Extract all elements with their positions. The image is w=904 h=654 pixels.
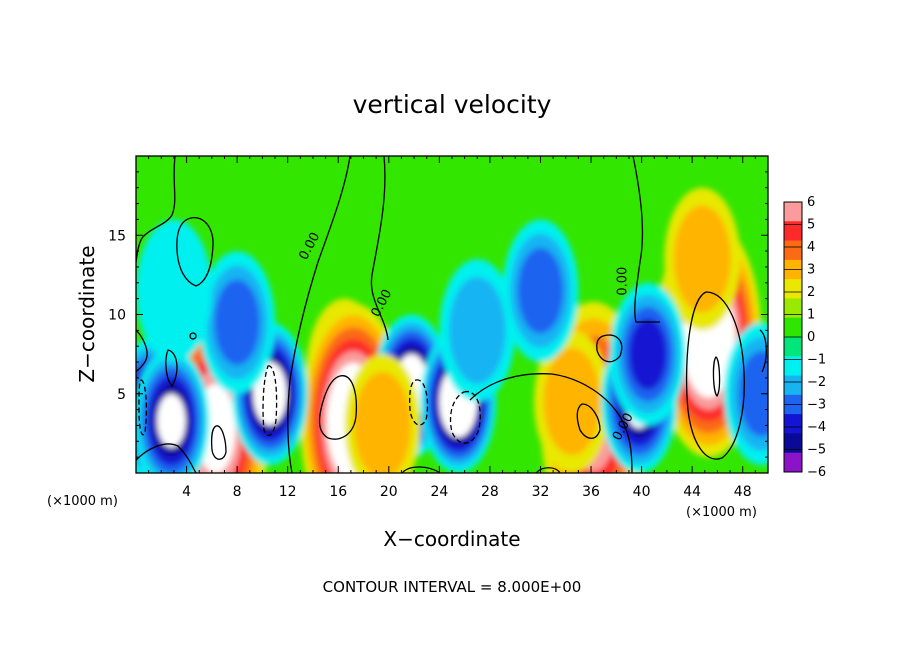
colorbar-label: −3	[807, 398, 826, 413]
zero-contour	[401, 466, 441, 473]
y-ticks: 5 10 15	[108, 171, 768, 458]
colorbar-label: 3	[807, 263, 815, 278]
zero-contour	[759, 329, 767, 373]
zero-contour	[165, 349, 178, 388]
positive-contour	[576, 403, 601, 439]
zero-contour	[370, 156, 389, 341]
colorbar-label: 1	[807, 308, 815, 323]
field-band	[458, 294, 497, 367]
field-band	[363, 389, 402, 462]
field-feature	[723, 322, 768, 466]
positive-contour	[712, 356, 721, 398]
x-tick-label: 48	[734, 484, 752, 500]
zero-contour	[287, 156, 351, 473]
field-feature	[664, 187, 741, 331]
colorbar-segment	[784, 375, 802, 396]
negative-contour	[409, 379, 429, 426]
zero-contour	[632, 156, 660, 323]
x-tick-label: 8	[233, 484, 242, 500]
zero-contour	[176, 217, 214, 287]
colorbar-segment	[784, 337, 802, 357]
field-feature	[502, 219, 579, 363]
contour-label: 0.00	[615, 267, 630, 296]
x-ticks: 4 8 12 16 20 24 28 32 36 40 44 48	[148, 156, 756, 500]
y-tick-label: 5	[117, 387, 126, 403]
x-unit-left: (×1000 m)	[47, 494, 118, 509]
negative-contour	[449, 391, 481, 444]
colorbar-segment	[784, 356, 802, 377]
colorbar-segment	[784, 433, 802, 454]
x-tick-label: 40	[633, 484, 651, 500]
colorbar: 6 5 4 3 2 1 0 −1 −2 −3 −4 −5 −6	[783, 195, 826, 480]
field-band	[261, 377, 279, 410]
plot-area: 0.000.000.000.00	[136, 156, 768, 473]
positive-contour	[685, 291, 745, 460]
colorbar-label: −6	[807, 465, 826, 480]
field-feature	[439, 259, 516, 402]
positive-contour	[189, 332, 197, 340]
colorbar-segment	[784, 414, 802, 434]
field-band	[221, 293, 253, 351]
negative-contour	[138, 379, 148, 436]
colorbar-label: 4	[807, 240, 815, 255]
x-axis-label: X−coordinate	[383, 527, 520, 551]
field-band	[525, 262, 556, 320]
field-feature	[199, 251, 276, 394]
x-tick-label: 32	[532, 484, 550, 500]
x-tick-label: 36	[582, 484, 600, 500]
colorbar-segment	[784, 317, 802, 338]
x-tick-label: 4	[182, 484, 191, 500]
chart-title: vertical velocity	[353, 90, 552, 119]
zero-contour	[535, 467, 561, 473]
zero-contour	[469, 373, 633, 473]
colorbar-label: −1	[807, 353, 826, 368]
field-band	[553, 366, 592, 438]
field-band	[683, 223, 722, 295]
x-tick-label: 12	[279, 484, 297, 500]
positive-contour	[318, 375, 358, 440]
zero-contour	[136, 156, 176, 263]
zero-contour	[136, 443, 197, 473]
x-tick-label: 28	[481, 484, 499, 500]
colorbar-label: −2	[807, 375, 826, 390]
x-tick-label: 20	[380, 484, 398, 500]
field-band	[161, 402, 181, 439]
field-band	[148, 243, 200, 339]
colorbar-label: 5	[807, 218, 815, 233]
positive-contour	[210, 425, 227, 460]
colorbar-segment	[784, 240, 802, 261]
velocity-field	[136, 187, 768, 473]
colorbar-label: 0	[807, 330, 815, 345]
field-band	[635, 330, 661, 378]
colorbar-segment	[784, 221, 802, 242]
field-feature	[344, 354, 421, 473]
colorbar-segment	[784, 279, 802, 299]
x-tick-label: 44	[683, 484, 701, 500]
field-feature	[610, 282, 686, 426]
colorbar-segment	[784, 298, 802, 319]
colorbar-label: 2	[807, 285, 815, 300]
colorbar-segment	[784, 452, 802, 473]
x-unit-right: (×1000 m)	[686, 505, 757, 520]
colorbar-label: −4	[807, 420, 826, 435]
y-tick-label: 10	[108, 308, 126, 324]
colorbar-segment	[784, 202, 802, 222]
colorbar-label: 6	[807, 195, 815, 210]
field-band	[746, 365, 768, 423]
colorbar-label: −5	[807, 443, 826, 458]
contour-interval-note: CONTOUR INTERVAL = 8.000E+00	[323, 578, 582, 596]
field-feature	[136, 219, 212, 363]
field-feature	[136, 349, 210, 473]
y-tick-label: 15	[108, 228, 126, 244]
negative-contour	[262, 365, 278, 437]
x-tick-label: 16	[329, 484, 347, 500]
zero-contour	[136, 329, 148, 373]
contour-lines	[136, 156, 767, 473]
zero-contour	[596, 334, 623, 363]
y-axis-label: Z−coordinate	[75, 245, 99, 382]
x-tick-label: 24	[430, 484, 448, 500]
